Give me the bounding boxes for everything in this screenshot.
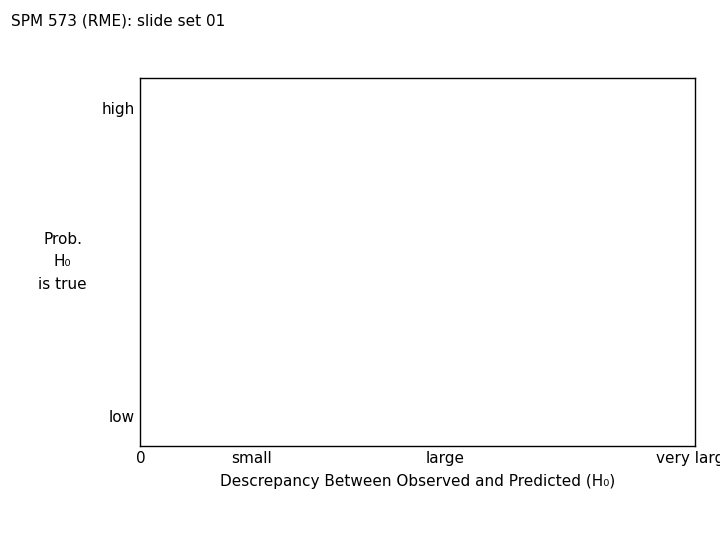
X-axis label: Descrepancy Between Observed and Predicted (H₀): Descrepancy Between Observed and Predict… xyxy=(220,474,615,489)
Text: SPM 573 (RME): slide set 01: SPM 573 (RME): slide set 01 xyxy=(11,14,225,29)
Text: Prob.
H₀
is true: Prob. H₀ is true xyxy=(38,232,87,292)
